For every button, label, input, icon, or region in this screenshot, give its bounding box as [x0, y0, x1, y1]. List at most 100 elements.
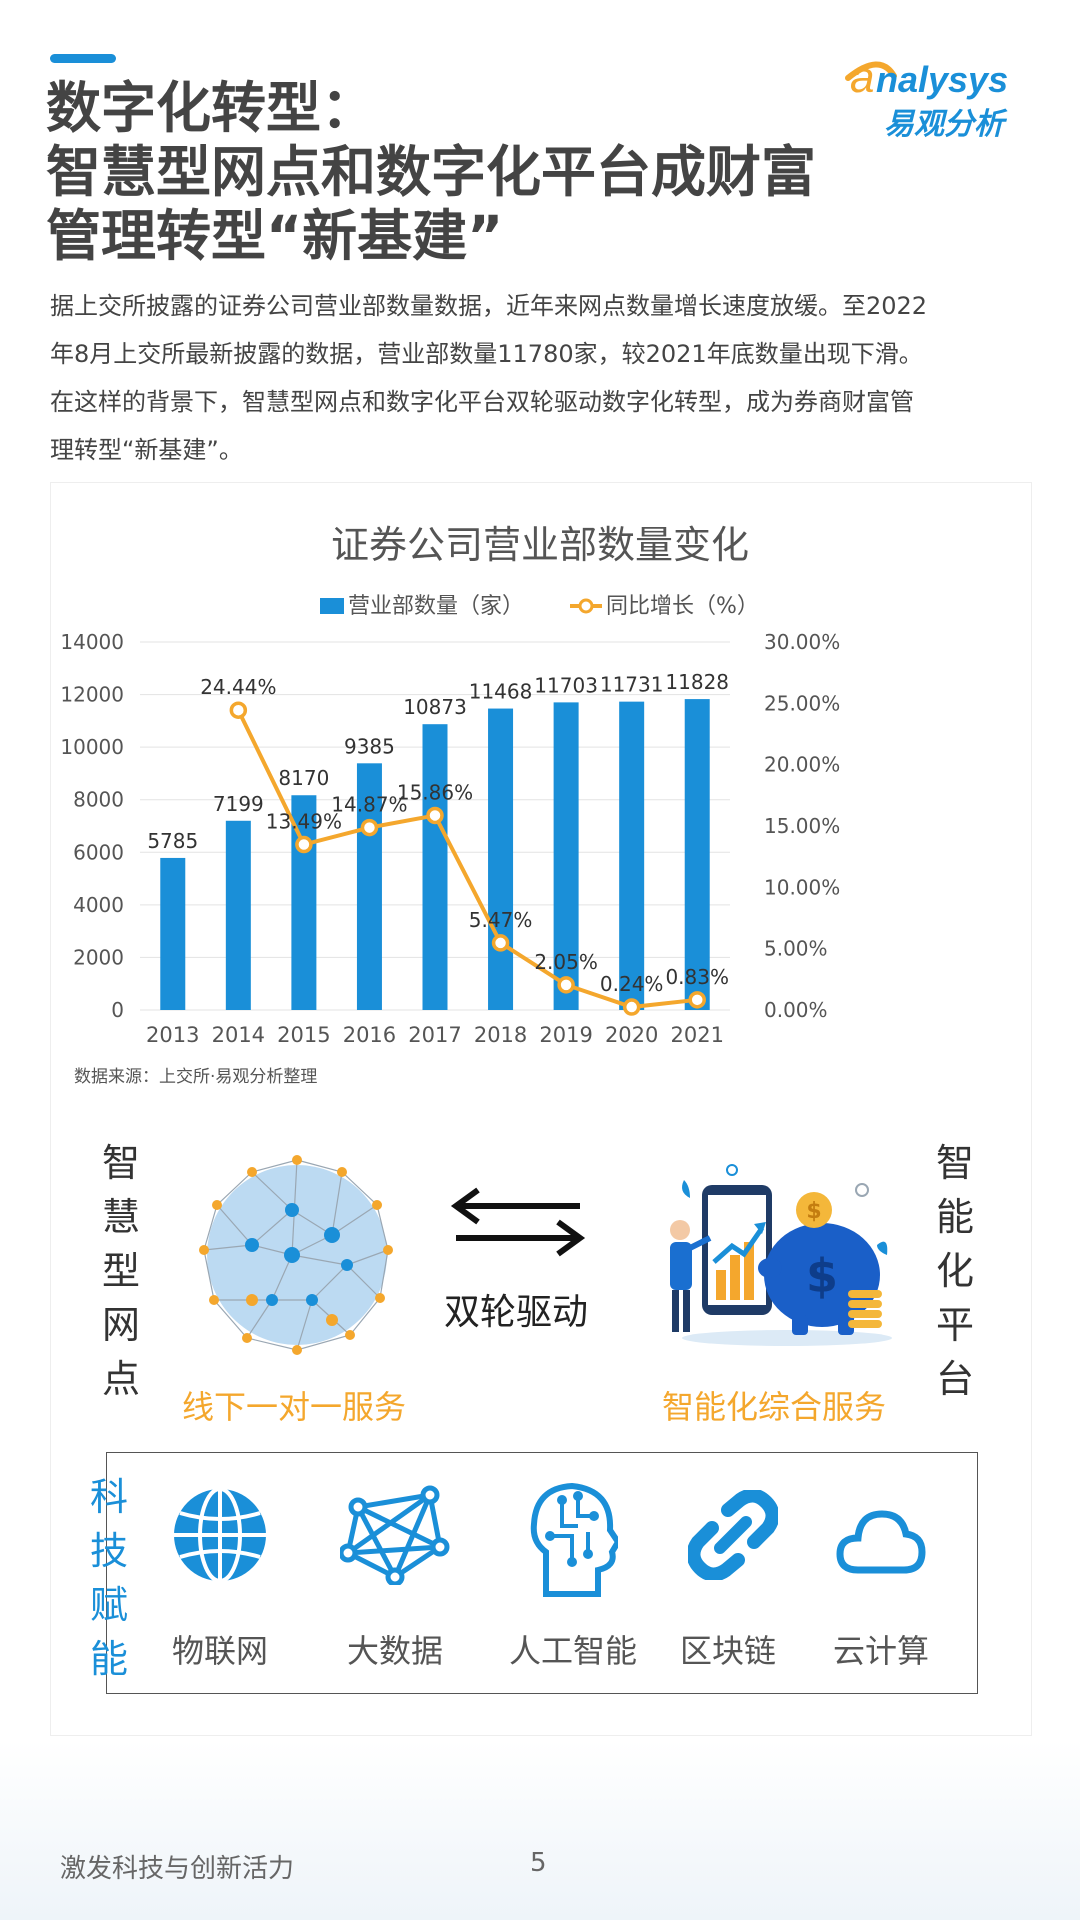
y-right-tick-label: 25.00%	[764, 691, 840, 715]
tech-label-iot: 物联网	[171, 1632, 268, 1670]
growth-data-label: 15.86%	[397, 780, 473, 804]
bar-data-label: 8170	[278, 766, 329, 790]
left-vertical-label: 智 慧 型 网 点	[96, 1136, 146, 1406]
bar-data-label: 7199	[213, 792, 264, 816]
chain-link-icon	[688, 1490, 778, 1580]
y-left-tick-label: 2000	[73, 945, 124, 969]
x-tick-label: 2015	[277, 1023, 330, 1047]
y-right-tick-label: 5.00%	[764, 937, 828, 961]
smart-service-label: 智能化综合服务	[662, 1388, 887, 1426]
bar	[488, 708, 514, 1010]
right-vertical-char: 台	[935, 1357, 974, 1401]
tech-label-blockchain: 区块链	[679, 1632, 776, 1670]
legend-line-label: 同比增长（%）	[606, 594, 759, 619]
title-line-1: 数字化转型：	[46, 76, 377, 140]
right-vertical-char: 能	[935, 1195, 974, 1239]
logo-sub: 易观分析	[884, 107, 1008, 142]
bar-data-label: 10873	[403, 695, 467, 719]
chart-legend: 营业部数量（家） 同比增长（%）	[320, 594, 759, 619]
footer-section-title: 激发科技与创新活力	[60, 1854, 295, 1884]
growth-point	[426, 806, 444, 825]
x-tick-label: 2014	[212, 1023, 265, 1047]
tech-label-bigdata: 大数据	[346, 1632, 443, 1670]
left-vertical-char: 点	[101, 1357, 140, 1401]
data-source-note: 数据来源：上交所·易观分析整理	[74, 1067, 318, 1087]
growth-point	[295, 835, 313, 854]
bar-data-label: 11703	[534, 673, 598, 697]
left-vertical-char: 慧	[101, 1195, 140, 1239]
growth-data-label: 14.87%	[331, 793, 407, 817]
logo-wordmark: nalysys	[876, 59, 1008, 100]
growth-data-label: 2.05%	[534, 950, 598, 974]
x-tick-label: 2016	[343, 1023, 396, 1047]
growth-point	[622, 998, 641, 1016]
legend-bar-label: 营业部数量（家）	[348, 594, 524, 619]
tech-empowerment-title: 科 技 赋 能	[84, 1470, 134, 1686]
legend-line-marker	[578, 598, 594, 614]
y-left-tick-label: 4000	[73, 893, 124, 917]
page-title: 数字化转型： 智慧型网点和数字化平台成财富 管理转型“新基建”	[46, 76, 866, 268]
dual-drive-label: 双轮驱动	[444, 1292, 589, 1333]
tech-empowerment-box	[106, 1452, 978, 1694]
title-line-3: 管理转型“新基建”	[46, 204, 504, 268]
bar	[422, 724, 448, 1010]
left-vertical-char: 型	[101, 1249, 140, 1293]
intro-line-2: 年8月上交所最新披露的数据，营业部数量11780家，较2021年底数量出现下滑。	[50, 340, 923, 368]
intro-paragraph: 据上交所披露的证券公司营业部数量数据，近年来网点数量增长速度放缓。至2022 年…	[50, 282, 1034, 474]
left-vertical-char: 网	[101, 1303, 140, 1347]
bar-data-label: 11828	[665, 670, 729, 694]
growth-data-label: 5.47%	[469, 908, 533, 932]
branch-count-chart: 证券公司营业部数量变化 营业部数量（家） 同比增长（%） 0 2000 4000 60…	[60, 523, 840, 1047]
tech-title-char: 技	[89, 1529, 128, 1573]
cloud-icon	[836, 1510, 926, 1574]
bar	[356, 763, 382, 1010]
title-line-2: 智慧型网点和数字化平台成财富	[46, 140, 817, 204]
y-left-tick-label: 0	[111, 998, 124, 1022]
tech-title-char: 能	[89, 1637, 128, 1681]
right-vertical-char: 化	[935, 1249, 974, 1293]
tech-title-char: 科	[89, 1475, 128, 1519]
footer-background	[0, 1740, 1080, 1920]
y-right-tick-label: 30.00%	[764, 630, 840, 654]
intro-line-3: 在这样的背景下，智慧型网点和数字化平台双轮驱动数字化转型，成为券商财富管	[50, 388, 914, 416]
tech-label-cloud: 云计算	[832, 1632, 929, 1670]
intro-line-4: 理转型“新基建”。	[50, 436, 243, 464]
page-number: 5	[530, 1848, 547, 1878]
bidirectional-arrows-icon	[450, 1187, 586, 1257]
digital-platform-illustration: $ $	[670, 1164, 892, 1346]
x-tick-label: 2019	[539, 1023, 592, 1047]
legend-bar-swatch	[320, 598, 344, 614]
svg-text:a: a	[850, 53, 874, 102]
y-right-tick-label: 10.00%	[764, 875, 840, 899]
bar-data-label: 5785	[147, 829, 198, 853]
growth-data-label: 13.49%	[266, 810, 342, 834]
network-icon	[340, 1485, 450, 1585]
bar	[553, 702, 579, 1010]
growth-point	[360, 818, 379, 837]
growth-point	[491, 934, 510, 952]
x-tick-label: 2013	[146, 1023, 199, 1047]
ai-head-icon	[530, 1482, 618, 1597]
growth-data-label: 0.24%	[600, 972, 664, 996]
y-right-tick-label: 20.00%	[764, 753, 840, 777]
growth-point	[688, 991, 706, 1009]
bar	[619, 701, 645, 1010]
growth-point	[229, 701, 248, 719]
bar-data-label: 9385	[344, 734, 395, 758]
growth-point	[557, 976, 575, 994]
y-right-tick-label: 0.00%	[764, 998, 828, 1022]
x-tick-label: 2018	[474, 1023, 527, 1047]
globe-icon	[174, 1487, 266, 1583]
svg-text:$: $	[806, 1249, 838, 1303]
tech-title-char: 赋	[89, 1583, 128, 1627]
x-tick-label: 2020	[605, 1023, 658, 1047]
bar	[160, 857, 186, 1010]
bar-data-label: 11731	[600, 673, 664, 697]
growth-data-label: 0.83%	[665, 965, 729, 989]
bar	[684, 699, 710, 1010]
left-vertical-char: 智	[101, 1141, 140, 1185]
y-right-tick-label: 15.00%	[764, 814, 840, 838]
chart-title: 证券公司营业部数量变化	[331, 523, 749, 567]
y-left-tick-label: 8000	[73, 788, 124, 812]
y-left-tick-label: 14000	[60, 630, 124, 654]
